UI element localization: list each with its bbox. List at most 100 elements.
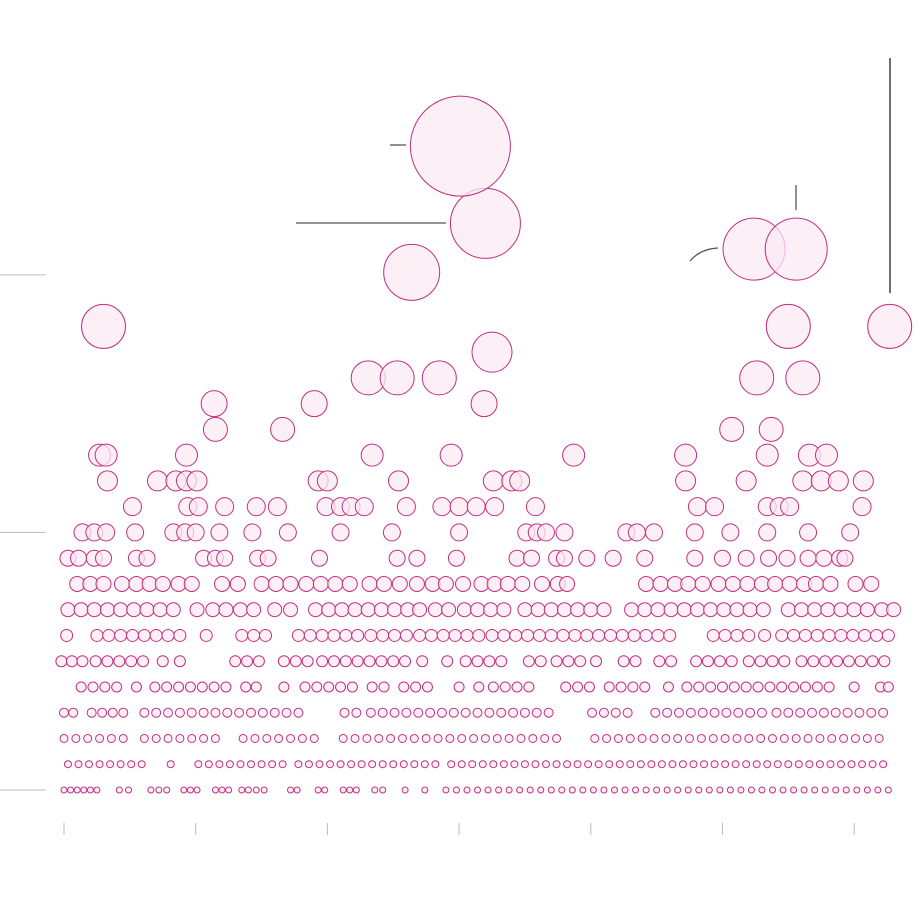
bubble <box>763 760 772 769</box>
bubble <box>832 786 840 794</box>
bubble <box>247 628 261 642</box>
bubble <box>246 497 266 517</box>
bubble <box>673 733 683 743</box>
bubble <box>420 760 429 769</box>
bubble <box>470 390 498 418</box>
bubble <box>735 470 757 492</box>
bubble <box>703 602 719 618</box>
bubble <box>85 760 94 769</box>
bubble <box>399 628 413 642</box>
bubble <box>739 360 775 396</box>
bubble <box>449 497 469 517</box>
bubble <box>820 602 836 618</box>
bubble <box>787 628 801 642</box>
bubble <box>874 733 884 743</box>
bubble <box>758 628 772 642</box>
bubble <box>188 497 208 517</box>
bubble <box>603 681 615 693</box>
bubble <box>728 681 740 693</box>
bubble <box>555 549 573 567</box>
bubble <box>243 523 262 542</box>
bubble <box>497 628 511 642</box>
bubble <box>496 707 507 718</box>
bubble <box>368 760 377 769</box>
bubble <box>755 602 771 618</box>
bubble <box>768 733 778 743</box>
bubble <box>785 360 821 396</box>
bubble <box>627 523 646 542</box>
bubble <box>238 786 246 794</box>
bubble <box>483 602 499 618</box>
bubble <box>810 628 824 642</box>
bubble <box>528 733 538 743</box>
bubble <box>300 390 328 418</box>
bubble <box>523 549 541 567</box>
bubble <box>258 628 272 642</box>
bubble <box>257 707 268 718</box>
bubble <box>229 655 242 668</box>
bubble <box>216 549 234 567</box>
bubble <box>775 628 789 642</box>
bubble <box>758 786 766 794</box>
bubble <box>697 707 708 718</box>
bubble <box>863 575 880 592</box>
bubble <box>315 760 324 769</box>
bubble <box>373 602 389 618</box>
bubble <box>335 681 347 693</box>
bubble <box>472 707 483 718</box>
bubble <box>388 549 406 567</box>
bubble <box>278 523 297 542</box>
bubble <box>448 628 462 642</box>
bubble <box>289 655 302 668</box>
bubble <box>470 602 486 618</box>
bubble <box>161 628 175 642</box>
bubble <box>432 497 452 517</box>
bubble <box>713 655 726 668</box>
bubble <box>412 602 428 618</box>
bubble <box>86 786 94 794</box>
bubble <box>244 786 252 794</box>
bubble <box>253 575 270 592</box>
bubble <box>89 655 102 668</box>
bubble <box>250 681 262 693</box>
bubble <box>517 602 533 618</box>
bubble <box>96 470 118 492</box>
bubble <box>457 760 466 769</box>
bubble <box>831 655 844 668</box>
bubble <box>115 786 123 794</box>
bubble <box>137 655 150 668</box>
bubble <box>639 628 653 642</box>
bubble <box>267 602 283 618</box>
bubble <box>484 786 492 794</box>
bubble <box>409 95 511 197</box>
bubble <box>484 707 495 718</box>
bubble <box>747 786 755 794</box>
bubble <box>424 628 438 642</box>
bubble <box>590 655 603 668</box>
bubble <box>166 760 175 769</box>
bubble <box>262 733 272 743</box>
bubble <box>881 628 895 642</box>
bubble <box>397 733 407 743</box>
bubble <box>758 416 784 442</box>
bubble <box>341 575 358 592</box>
bubble <box>732 733 742 743</box>
bubble <box>374 733 384 743</box>
bubble <box>637 733 647 743</box>
bubble <box>713 549 731 567</box>
bubble <box>537 786 545 794</box>
bubble <box>336 760 345 769</box>
bubble <box>540 733 550 743</box>
bubble <box>719 416 745 442</box>
bubble <box>649 733 659 743</box>
bubble <box>106 760 115 769</box>
bubble <box>624 602 640 618</box>
bubble <box>351 628 365 642</box>
bubble <box>238 733 248 743</box>
bubble <box>229 575 246 592</box>
bubble <box>758 523 777 542</box>
bubble <box>298 575 315 592</box>
bubble <box>425 707 436 718</box>
bubble <box>511 681 523 693</box>
bubble <box>685 733 695 743</box>
